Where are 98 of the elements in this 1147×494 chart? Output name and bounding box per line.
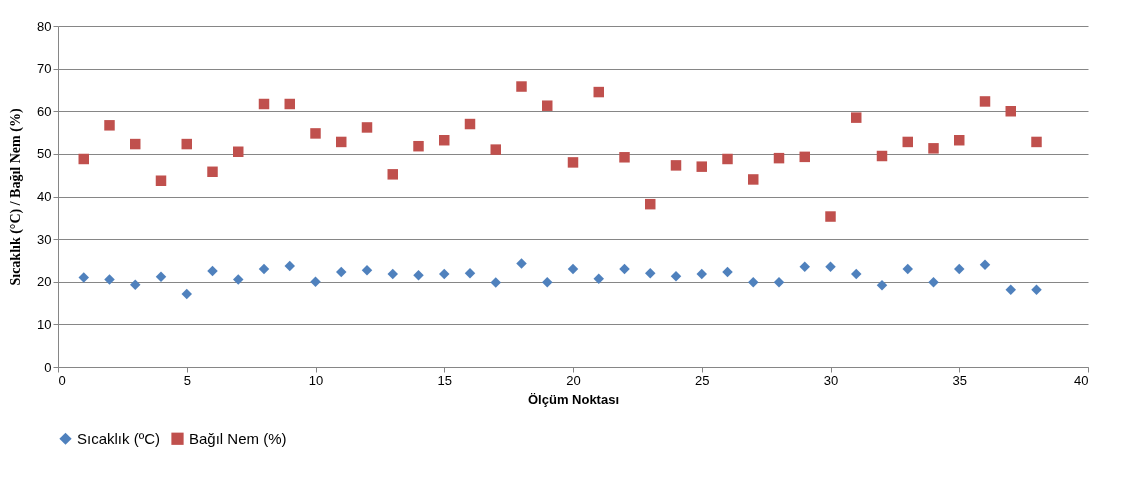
point bbox=[258, 263, 270, 275]
point bbox=[670, 270, 682, 282]
point bbox=[748, 276, 759, 288]
legend-label: Bağıl Nem (%) bbox=[189, 429, 287, 447]
point bbox=[387, 169, 398, 180]
point bbox=[284, 260, 295, 272]
point bbox=[593, 273, 604, 285]
point bbox=[902, 136, 913, 148]
point bbox=[310, 276, 321, 287]
point bbox=[413, 270, 424, 281]
y-tick-label: 10 bbox=[37, 316, 52, 332]
point bbox=[748, 174, 759, 185]
point bbox=[567, 157, 579, 168]
point bbox=[954, 134, 965, 146]
point bbox=[670, 160, 682, 171]
point bbox=[258, 98, 270, 110]
y-tick-label: 0 bbox=[44, 359, 52, 375]
point bbox=[1031, 284, 1042, 296]
point bbox=[567, 263, 579, 275]
point bbox=[361, 122, 373, 133]
point bbox=[1005, 106, 1016, 117]
point bbox=[979, 96, 991, 107]
y-tick-label: 50 bbox=[37, 146, 52, 162]
point bbox=[284, 98, 295, 110]
point bbox=[696, 268, 707, 280]
point bbox=[181, 288, 192, 300]
point bbox=[516, 81, 527, 92]
point bbox=[78, 153, 89, 165]
point bbox=[361, 265, 373, 276]
point bbox=[130, 279, 141, 290]
point bbox=[619, 152, 630, 163]
point bbox=[490, 144, 501, 155]
y-tick-label: 40 bbox=[37, 189, 52, 204]
point bbox=[233, 274, 244, 285]
point bbox=[104, 120, 115, 131]
point bbox=[336, 136, 347, 148]
point bbox=[413, 140, 424, 152]
point bbox=[876, 150, 888, 162]
point bbox=[464, 267, 476, 279]
point bbox=[490, 277, 501, 288]
point bbox=[954, 263, 965, 275]
point bbox=[799, 261, 810, 273]
y-tick-label: 20 bbox=[37, 274, 52, 290]
y-tick-label: 60 bbox=[37, 103, 52, 119]
point bbox=[876, 279, 888, 291]
point bbox=[233, 146, 244, 157]
point bbox=[439, 134, 450, 146]
point bbox=[181, 138, 192, 150]
point bbox=[696, 161, 707, 172]
x-tick-label: 40 bbox=[1074, 372, 1089, 388]
y-tick-label: 80 bbox=[37, 18, 52, 34]
x-tick-label: 30 bbox=[823, 372, 839, 388]
point bbox=[542, 100, 553, 111]
point bbox=[773, 152, 785, 164]
point bbox=[155, 271, 167, 282]
point bbox=[722, 266, 733, 278]
point bbox=[722, 153, 733, 165]
point bbox=[1031, 136, 1042, 148]
y-axis-title: Sıcaklık (°C) / Bağıl Nem (%) bbox=[8, 108, 25, 286]
point bbox=[464, 118, 476, 130]
legend-label: Sıcaklık (ºC) bbox=[77, 429, 160, 447]
point bbox=[593, 86, 604, 98]
point bbox=[825, 211, 836, 222]
point bbox=[130, 138, 141, 150]
point bbox=[439, 268, 450, 280]
point bbox=[619, 263, 630, 275]
point bbox=[825, 261, 836, 273]
y-tick-label: 30 bbox=[37, 231, 52, 247]
point bbox=[851, 112, 862, 123]
point bbox=[542, 276, 553, 288]
point bbox=[645, 267, 656, 279]
point bbox=[104, 274, 115, 285]
point bbox=[902, 263, 913, 275]
point bbox=[310, 128, 321, 139]
point bbox=[78, 272, 89, 283]
x-tick-label: 5 bbox=[183, 372, 191, 388]
point bbox=[979, 259, 991, 270]
point bbox=[207, 166, 218, 178]
point bbox=[645, 198, 656, 210]
x-tick-label: 25 bbox=[695, 372, 710, 388]
point bbox=[773, 276, 785, 288]
y-tick-label: 70 bbox=[37, 61, 52, 77]
point bbox=[799, 151, 810, 163]
point bbox=[387, 268, 398, 280]
x-tick-label: 0 bbox=[58, 372, 66, 388]
x-tick-label: 10 bbox=[308, 372, 324, 388]
x-axis-title: Ölçüm Noktası bbox=[527, 391, 620, 407]
point bbox=[928, 143, 939, 154]
point bbox=[851, 268, 862, 280]
x-tick-label: 35 bbox=[952, 372, 967, 388]
point bbox=[155, 175, 167, 186]
point bbox=[516, 258, 527, 269]
point bbox=[1005, 284, 1016, 296]
point bbox=[336, 266, 347, 278]
x-tick-label: 15 bbox=[437, 372, 452, 388]
point bbox=[207, 265, 218, 277]
x-tick-label: 20 bbox=[566, 372, 581, 388]
point bbox=[928, 276, 939, 288]
